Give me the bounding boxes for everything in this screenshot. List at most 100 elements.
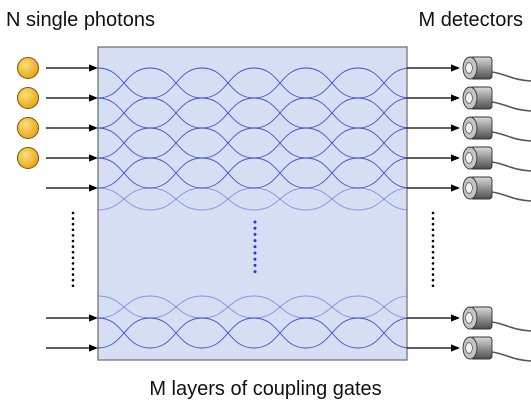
waveguide xyxy=(98,157,407,189)
arrow-head xyxy=(89,344,98,352)
ellipsis-dot xyxy=(253,270,257,274)
arrow-head xyxy=(89,94,98,102)
ellipsis-dot xyxy=(253,251,257,255)
detector-cable xyxy=(491,351,531,362)
arrow-head xyxy=(451,314,460,322)
arrow-head xyxy=(451,64,460,72)
ellipsis-dot xyxy=(431,211,435,215)
detector-window xyxy=(465,342,473,354)
ellipsis-dot xyxy=(71,250,75,254)
waveguide xyxy=(98,295,407,319)
waveguide xyxy=(98,317,407,349)
arrow-icon xyxy=(46,184,98,192)
ellipsis-dot xyxy=(253,226,257,230)
detector-window xyxy=(465,312,473,324)
detector-cable xyxy=(491,71,531,82)
arrow-icon xyxy=(46,314,98,322)
arrow-head xyxy=(89,64,98,72)
arrow-head xyxy=(451,154,460,162)
detector-cable xyxy=(491,101,531,112)
arrow-head xyxy=(89,184,98,192)
detector-window xyxy=(465,152,473,164)
ellipsis-dot xyxy=(431,245,435,248)
detector-cable xyxy=(491,321,531,332)
ellipsis-dot xyxy=(431,239,435,243)
ellipsis-dot xyxy=(71,239,75,243)
ellipsis-dot xyxy=(71,211,75,215)
side-ellipses xyxy=(71,211,435,288)
arrow-icon xyxy=(407,314,460,322)
ellipsis-dot xyxy=(431,234,435,237)
arrow-icon xyxy=(46,64,98,72)
arrow-head xyxy=(451,94,460,102)
arrow-icon xyxy=(407,124,460,132)
output-arrows xyxy=(407,64,460,352)
ellipsis-dot xyxy=(253,263,257,267)
ellipsis-dot xyxy=(431,250,435,254)
ellipsis-dot xyxy=(71,222,75,226)
arrow-icon xyxy=(46,124,98,132)
ellipsis-dot xyxy=(71,273,75,276)
ellipsis-dot xyxy=(431,256,435,260)
detector-window xyxy=(465,122,473,134)
arrow-icon xyxy=(46,344,98,352)
detector-cable xyxy=(491,131,531,142)
waveguide xyxy=(98,97,407,129)
ellipsis-dot xyxy=(253,232,257,236)
ellipsis-dot xyxy=(71,278,75,282)
waveguide-network xyxy=(98,67,407,349)
ellipsis-dot xyxy=(431,228,435,232)
waveguide xyxy=(98,187,407,211)
arrow-head xyxy=(89,314,98,322)
ellipsis-dot xyxy=(431,217,435,220)
ellipsis-dot xyxy=(71,228,75,232)
ellipsis-dot xyxy=(253,220,257,224)
photon-icon xyxy=(17,117,39,139)
arrow-icon xyxy=(407,154,460,162)
coupling-gates-label: M layers of coupling gates xyxy=(149,378,382,400)
waveguide xyxy=(98,67,407,99)
detector-icon xyxy=(462,56,531,82)
arrow-icon xyxy=(407,94,460,102)
waveguide xyxy=(98,157,407,189)
arrow-head xyxy=(451,344,460,352)
arrow-icon xyxy=(46,94,98,102)
photons-label: N single photons xyxy=(6,9,155,31)
arrow-icon xyxy=(407,64,460,72)
detector-icon xyxy=(462,146,531,172)
arrow-head xyxy=(451,124,460,132)
ellipsis-dot xyxy=(431,273,435,276)
ellipsis-dot xyxy=(71,217,75,220)
ellipsis-dot xyxy=(253,245,257,249)
arrow-head xyxy=(89,154,98,162)
detector-icon xyxy=(462,336,531,362)
arrow-icon xyxy=(407,184,460,192)
detector-icon xyxy=(462,176,531,202)
detector-array xyxy=(462,56,531,362)
ellipsis-dot xyxy=(431,262,435,265)
photon-icon xyxy=(17,57,39,79)
photon-sources xyxy=(17,57,39,169)
arrow-icon xyxy=(46,154,98,162)
ellipsis-dot xyxy=(253,257,257,261)
ellipsis-dot xyxy=(71,245,75,248)
ellipsis-dot xyxy=(431,278,435,282)
detector-window xyxy=(465,62,473,74)
ellipsis-dot xyxy=(71,262,75,265)
ellipsis-dot xyxy=(431,284,435,288)
input-arrows xyxy=(46,64,98,352)
ellipsis-dot xyxy=(71,284,75,288)
arrow-head xyxy=(451,184,460,192)
waveguide xyxy=(98,127,407,159)
waveguide xyxy=(98,317,407,349)
coupling-chip xyxy=(97,46,408,361)
detector-icon xyxy=(462,86,531,112)
ellipsis-dot xyxy=(431,222,435,226)
arrow-head xyxy=(89,124,98,132)
detector-icon xyxy=(462,116,531,142)
detector-cable xyxy=(491,161,531,172)
detector-window xyxy=(465,92,473,104)
photon-icon xyxy=(17,87,39,109)
